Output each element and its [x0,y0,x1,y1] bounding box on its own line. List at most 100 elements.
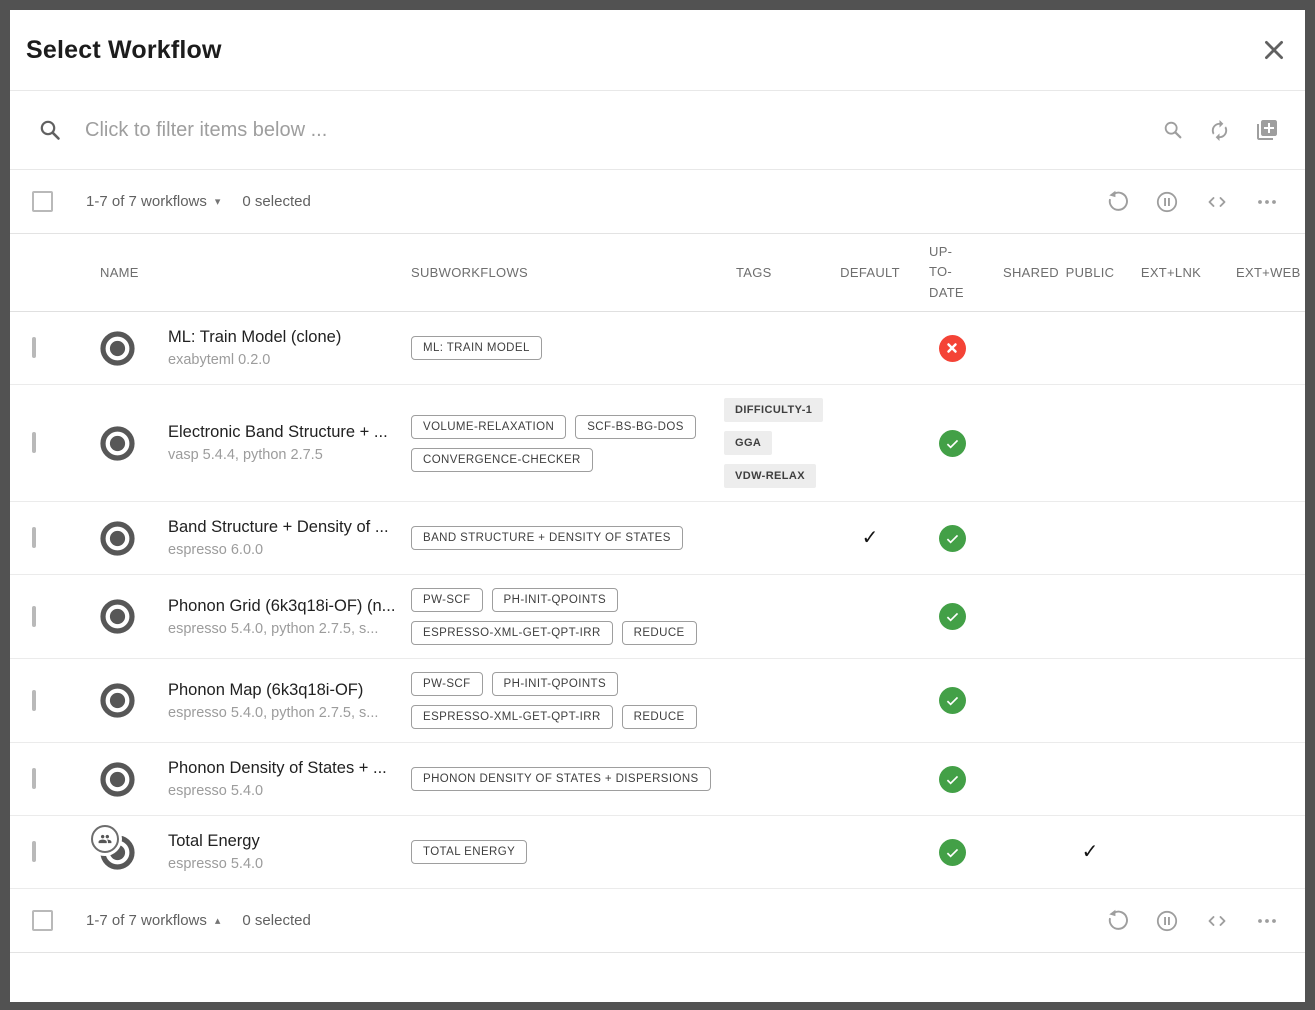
workflow-name-cell: Phonon Density of States + ... espresso 5… [158,759,411,799]
subworkflow-chip: ESPRESSO-XML-GET-QPT-IRR [411,621,613,645]
tag-chip: VDW-RELAX [724,464,816,488]
column-header-public: PUBLIC [1065,265,1115,280]
code-icon[interactable] [1205,190,1229,214]
footer-actions [1106,909,1279,933]
list-footer: 1-7 of 7 workflows ▴ 0 selected [10,889,1305,953]
search-icon[interactable] [1162,119,1184,141]
row-checkbox[interactable] [32,432,36,453]
default-check-icon: ✓ [861,526,879,549]
row-checkbox[interactable] [32,527,36,548]
public-cell: ✓ [1082,842,1099,863]
subworkflow-chip: TOTAL ENERGY [411,840,528,864]
subworkflow-chips: PHONON DENSITY OF STATES + DISPERSIONS [411,767,724,791]
up-to-date-ok-icon [938,765,966,793]
pause-circle-icon[interactable] [1155,190,1179,214]
column-header-name: NAME [100,265,139,280]
table-row[interactable]: Band Structure + Density of ... espresso … [10,502,1305,575]
workflow-radio-icon[interactable] [99,598,136,635]
row-checkbox[interactable] [32,605,36,627]
up-to-date-cell [900,603,1004,630]
bottom-spacer [10,953,1305,997]
workflow-radio-icon[interactable] [90,824,136,871]
workflow-radio-icon[interactable] [99,682,136,719]
workflow-subtitle: espresso 5.4.0 [168,856,264,872]
subworkflow-chip: PH-INIT-QPOINTS [491,672,619,696]
tag-chips: DIFFICULTY-1 GGA VDW-RELAX [724,398,840,488]
row-checkbox-cell [10,689,76,711]
select-workflow-dialog: Select Workflow 1-7 of 7 workflows ▾ 0 s… [10,10,1305,1002]
workflow-name-cell: Phonon Grid (6k3q18i-OF) (n... espresso 5… [158,597,411,637]
subworkflow-chips: TOTAL ENERGY [411,840,724,864]
subworkflow-chip: ESPRESSO-XML-GET-QPT-IRR [411,705,613,729]
table-row[interactable]: Phonon Map (6k3q18i-OF) espresso 5.4.0, p… [10,659,1305,743]
workflow-title: Phonon Density of States + ... [168,759,387,777]
subworkflow-chip: PHONON DENSITY OF STATES + DISPERSIONS [411,767,711,791]
subworkflow-chips: BAND STRUCTURE + DENSITY OF STATES [411,526,724,550]
pause-circle-icon[interactable] [1155,909,1179,933]
column-header-subworkflows: SUBWORKFLOWS [411,265,528,280]
column-header-shared: SHARED [1003,265,1059,280]
more-horiz-icon[interactable] [1255,190,1279,214]
subworkflow-chips: PW-SCF PH-INIT-QPOINTS ESPRESSO-XML-GET-QP… [411,672,724,729]
selected-count: 0 selected [242,193,311,210]
table-row[interactable]: Total Energy espresso 5.4.0 TOTAL ENERGY ✓ [10,816,1305,889]
select-all-checkbox[interactable] [32,910,53,931]
subworkflow-chip: VOLUME-RELAXATION [411,414,567,439]
group-people-icon [90,824,119,853]
up-to-date-ok-icon [938,429,966,457]
subworkflow-chip: SCF-BS-BG-DOS [575,414,696,439]
row-checkbox[interactable] [32,689,36,711]
up-to-date-cell [900,765,1004,793]
workflow-radio-icon[interactable] [99,425,136,462]
tag-chip: DIFFICULTY-1 [724,398,824,422]
library-add-icon[interactable] [1255,118,1279,142]
chevron-down-icon[interactable]: ▾ [214,196,221,208]
workflow-title: Phonon Map (6k3q18i-OF) [168,680,364,699]
workflow-title: Electronic Band Structure + ... [168,423,388,441]
row-checkbox-cell [10,768,76,789]
select-all-checkbox[interactable] [32,191,53,212]
history-icon[interactable] [1106,190,1129,213]
dialog-header: Select Workflow [10,10,1305,91]
workflow-subtitle: exabyteml 0.2.0 [168,352,271,368]
row-checkbox-cell [10,605,76,627]
filter-input[interactable] [83,117,1144,143]
row-checkbox[interactable] [32,768,36,789]
column-header-ext-web: EXT+WEB [1236,265,1301,280]
code-icon[interactable] [1205,909,1229,933]
table-row[interactable]: Electronic Band Structure + ... vasp 5.4.… [10,385,1305,502]
subworkflow-chip: PW-SCF [411,672,483,696]
workflow-subtitle: espresso 5.4.0, python 2.7.5, s... [168,704,379,721]
workflow-radio-icon[interactable] [99,330,136,367]
close-icon[interactable] [1261,37,1287,63]
workflow-radio-icon[interactable] [99,761,136,798]
workflow-title: Total Energy [168,832,260,850]
workflow-name-cell: ML: Train Model (clone) exabyteml 0.2.0 [158,328,411,368]
workflow-radio-icon[interactable] [99,520,136,557]
default-cell: ✓ [862,528,879,549]
pagination-range[interactable]: 1-7 of 7 workflows [86,912,207,929]
row-checkbox[interactable] [32,337,36,358]
workflow-name-cell: Electronic Band Structure + ... vasp 5.4.… [158,423,411,463]
up-to-date-ok-icon [938,524,966,552]
up-to-date-cell [900,524,1004,552]
table-row[interactable]: Phonon Grid (6k3q18i-OF) (n... espresso 5… [10,575,1305,659]
list-toolbar: 1-7 of 7 workflows ▾ 0 selected [10,170,1305,234]
chevron-up-icon[interactable]: ▴ [214,915,221,927]
up-to-date-cell [900,334,1004,362]
workflow-name-cell: Phonon Map (6k3q18i-OF) espresso 5.4.0, p… [158,681,411,721]
tag-chip: GGA [724,431,773,455]
more-horiz-icon[interactable] [1255,909,1279,933]
subworkflow-chip: ML: TRAIN MODEL [411,336,542,360]
row-checkbox[interactable] [32,841,36,862]
column-header-ext-lnk: EXT+LNK [1140,265,1202,280]
workflow-title: Phonon Grid (6k3q18i-OF) (n... [168,596,396,615]
table-row[interactable]: ML: Train Model (clone) exabyteml 0.2.0 ML… [10,312,1305,385]
refresh-icon[interactable] [1208,119,1231,142]
table-row[interactable]: Phonon Density of States + ... espresso 5… [10,743,1305,816]
history-icon[interactable] [1106,909,1129,932]
pagination-range[interactable]: 1-7 of 7 workflows [86,193,207,210]
workflow-subtitle: vasp 5.4.4, python 2.7.5 [168,447,323,463]
up-to-date-error-icon [938,334,966,362]
column-header-tags: TAGS [736,265,772,280]
